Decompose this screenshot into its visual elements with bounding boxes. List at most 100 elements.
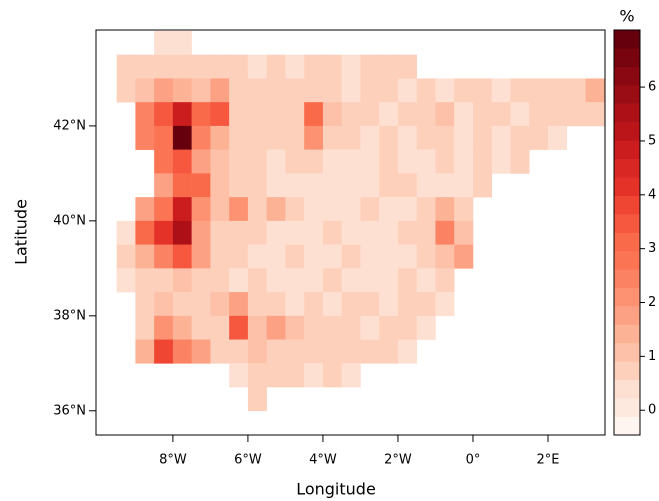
cell [172, 149, 192, 174]
cell [229, 244, 249, 269]
cell [304, 268, 324, 293]
cell [360, 149, 380, 174]
cell [116, 54, 136, 79]
cell [397, 339, 418, 364]
cell [135, 197, 155, 222]
cell [229, 102, 249, 127]
cell [285, 149, 305, 174]
cell [322, 220, 342, 245]
cell [210, 244, 230, 269]
cell [491, 102, 511, 127]
cell [435, 244, 455, 269]
colorbar-title: % [619, 7, 634, 26]
cell [210, 173, 230, 198]
cell [416, 102, 436, 127]
cell [191, 149, 211, 174]
cell [247, 197, 267, 222]
cell [266, 102, 286, 127]
cell [304, 102, 324, 127]
cell [210, 220, 230, 245]
cell [285, 315, 305, 340]
cell [454, 125, 474, 150]
x-tick-label: 8°W [159, 453, 187, 468]
colorbar-tick-label: 1 [648, 349, 656, 364]
cell [285, 339, 305, 364]
cell [341, 197, 361, 222]
cell [491, 149, 511, 174]
cell [547, 125, 568, 150]
cell [172, 197, 192, 222]
cell [172, 220, 192, 245]
cell [210, 292, 230, 317]
cell [229, 292, 249, 317]
cell [247, 244, 267, 269]
cell [116, 268, 136, 293]
cell [210, 54, 230, 79]
cell [454, 244, 474, 269]
cell [247, 268, 267, 293]
colorbar-bin [614, 342, 640, 362]
cell [454, 197, 474, 222]
cell [341, 102, 361, 127]
cell [247, 363, 267, 388]
cell [247, 387, 267, 412]
cell [154, 78, 174, 103]
cell [435, 149, 455, 174]
cell [547, 102, 568, 127]
cell [229, 220, 249, 245]
colorbar-bin [614, 140, 640, 160]
cell [397, 173, 418, 198]
cell [210, 102, 230, 127]
cell [416, 292, 436, 317]
cell [585, 78, 605, 103]
cell [154, 220, 174, 245]
cell [397, 102, 418, 127]
colorbar-bin [614, 324, 640, 344]
cell [341, 78, 361, 103]
x-tick-label: 2°E [536, 453, 559, 468]
cell [285, 102, 305, 127]
cell [266, 244, 286, 269]
colorbar-bin [614, 85, 640, 104]
cell [191, 78, 211, 103]
cell [322, 149, 342, 174]
cell [322, 54, 342, 79]
cell [135, 244, 155, 269]
cell [304, 149, 324, 174]
cell [379, 244, 399, 269]
cell [379, 149, 399, 174]
cell [397, 292, 418, 317]
cell [472, 149, 493, 174]
cell [191, 339, 211, 364]
cell [397, 244, 418, 269]
cell [266, 315, 286, 340]
colorbar-tick-label: 4 [648, 187, 656, 202]
cell [154, 339, 174, 364]
cell [285, 78, 305, 103]
cell [154, 54, 174, 79]
cell [435, 173, 455, 198]
cell [285, 363, 305, 388]
cell [360, 173, 380, 198]
cell [266, 339, 286, 364]
cell [135, 78, 155, 103]
cell [360, 339, 380, 364]
cell [454, 173, 474, 198]
cell [229, 78, 249, 103]
cell [285, 292, 305, 317]
cell [229, 197, 249, 222]
cell [379, 339, 399, 364]
cell [322, 197, 342, 222]
cell [341, 339, 361, 364]
cell [191, 315, 211, 340]
cell [341, 244, 361, 269]
cell [304, 363, 324, 388]
cell [172, 292, 192, 317]
cell [341, 292, 361, 317]
cell [341, 125, 361, 150]
cell [510, 149, 530, 174]
y-tick-label: 40°N [53, 213, 86, 228]
cell [135, 268, 155, 293]
cell [435, 197, 455, 222]
